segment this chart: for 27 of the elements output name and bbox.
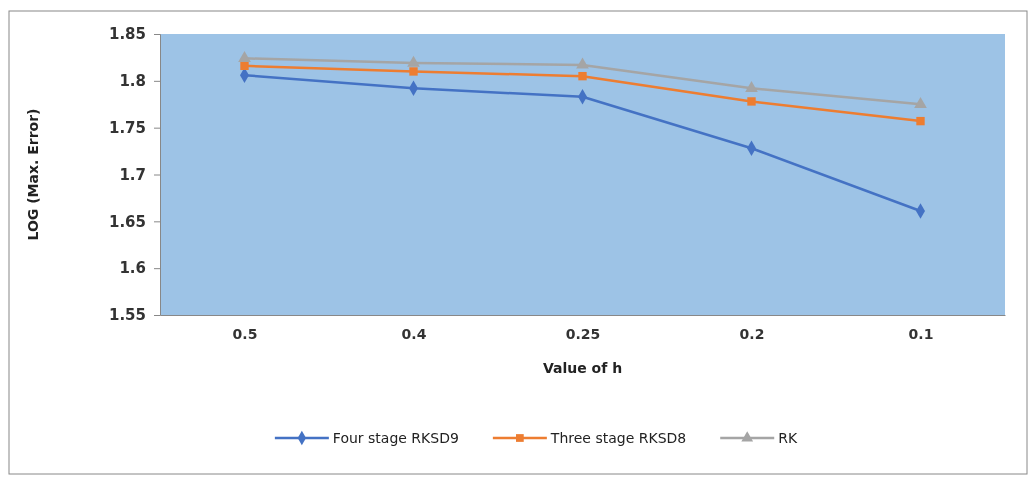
y-tick-label: 1.7 (119, 165, 146, 184)
point (240, 61, 249, 71)
x-tick-label: 0.25 (565, 325, 601, 342)
y-tick-label: 1.55 (108, 306, 146, 325)
y-tick-label: 1.65 (108, 212, 146, 231)
y-tick-label: 1.75 (108, 118, 146, 137)
x-tick-label: 0.4 (401, 325, 427, 342)
point (747, 97, 756, 106)
point (576, 57, 589, 69)
y-tick-label: 1.85 (108, 25, 146, 44)
x-tick-label: 0.1 (908, 325, 934, 342)
y-axis-title: LOG (Max. Error) (25, 108, 41, 241)
point (916, 116, 925, 126)
x-axis-title: Value of h (542, 360, 623, 376)
x-tick-label: 0.5 (232, 325, 258, 342)
point (914, 96, 927, 108)
legend-label: Three stage RKSD8 (549, 430, 687, 446)
point (745, 80, 758, 92)
point (238, 51, 251, 63)
y-tick-label: 1.6 (119, 259, 146, 278)
point (578, 71, 587, 81)
y-tick-label: 1.8 (119, 72, 146, 91)
x-tick-label: 0.2 (739, 325, 765, 342)
point (409, 67, 418, 76)
legend-label: Four stage RKSD9 (332, 430, 459, 446)
legend-label: RK (778, 430, 798, 446)
point (407, 55, 420, 67)
